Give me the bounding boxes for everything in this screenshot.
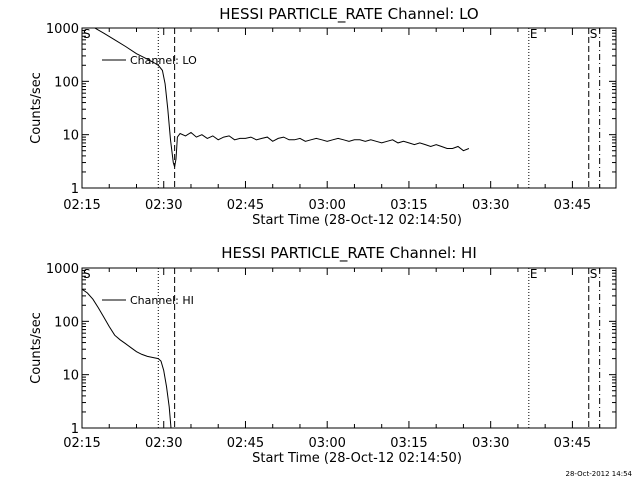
y-tick-label: 100 xyxy=(54,75,79,90)
y-tick-label: 1000 xyxy=(46,22,79,37)
marker-label: S xyxy=(83,267,91,281)
series-line-1 xyxy=(93,28,470,167)
series-line-1 xyxy=(82,288,172,428)
x-axis-label: Start Time (28-Oct-12 02:14:50) xyxy=(252,451,462,466)
footer-timestamp: 28-Oct-2012 14:54 xyxy=(565,470,632,478)
marker-label: S xyxy=(590,267,598,281)
marker-label: E xyxy=(530,267,538,281)
legend-label: Channel: LO xyxy=(130,54,197,67)
x-tick-label: 02:30 xyxy=(145,198,182,213)
y-axis-label: Counts/sec xyxy=(29,72,44,144)
chart-panel-1: HESSI PARTICLE_RATE Channel: LO 02:15 02:3… xyxy=(29,5,617,228)
y-tick-label: 100 xyxy=(54,315,79,330)
chart-title: HESSI PARTICLE_RATE Channel: HI xyxy=(221,244,477,263)
x-tick-label: 03:15 xyxy=(390,198,427,213)
chart-panel-2: HESSI PARTICLE_RATE Channel: HI 02:15 02:3… xyxy=(29,244,617,466)
y-tick-label: 1 xyxy=(71,422,79,437)
x-tick-label: 02:45 xyxy=(227,436,264,451)
marker-label: S xyxy=(590,27,598,41)
x-tick-label: 03:00 xyxy=(308,198,345,213)
plot-frame xyxy=(81,267,617,429)
x-tick-label: 03:00 xyxy=(308,436,345,451)
x-tick-label: 02:15 xyxy=(63,198,100,213)
x-tick-label: 02:15 xyxy=(63,436,100,451)
chart-title: HESSI PARTICLE_RATE Channel: LO xyxy=(219,5,478,24)
y-tick-label: 10 xyxy=(62,369,79,384)
y-tick-label: 1000 xyxy=(46,262,79,277)
marker-label: E xyxy=(530,27,538,41)
y-tick-label: 10 xyxy=(62,129,79,144)
x-tick-label: 03:45 xyxy=(554,436,591,451)
plot-frame xyxy=(81,27,617,189)
x-axis-label: Start Time (28-Oct-12 02:14:50) xyxy=(252,213,462,228)
y-axis-label: Counts/sec xyxy=(29,312,44,384)
x-tick-label: 02:45 xyxy=(227,198,264,213)
x-tick-label: 03:30 xyxy=(472,436,509,451)
marker-label: S xyxy=(83,27,91,41)
x-tick-label: 03:45 xyxy=(554,198,591,213)
x-tick-label: 03:15 xyxy=(390,436,427,451)
x-tick-label: 02:30 xyxy=(145,436,182,451)
legend-label: Channel: HI xyxy=(130,294,194,307)
x-tick-label: 03:30 xyxy=(472,198,509,213)
y-tick-label: 1 xyxy=(71,182,79,197)
